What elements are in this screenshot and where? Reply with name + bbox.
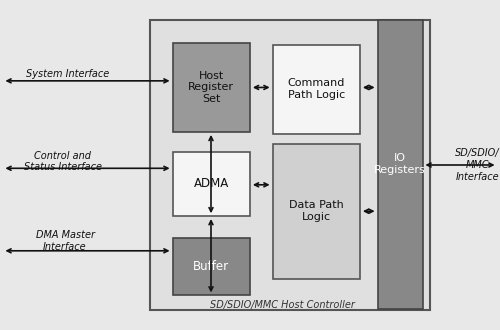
Text: Command
Path Logic: Command Path Logic	[288, 78, 345, 100]
Bar	[272, 45, 360, 134]
Text: SD/SDIO/
MMC
Interface: SD/SDIO/ MMC Interface	[455, 148, 500, 182]
Bar	[172, 238, 250, 295]
Bar	[378, 20, 422, 309]
Text: Host
Register
Set: Host Register Set	[188, 71, 234, 104]
Text: Control and
Status Interface: Control and Status Interface	[24, 151, 102, 173]
Text: IO
Registers: IO Registers	[374, 153, 426, 175]
Text: Data Path
Logic: Data Path Logic	[289, 200, 344, 222]
Bar	[272, 144, 360, 279]
Text: System Interface: System Interface	[26, 69, 109, 79]
Bar	[172, 152, 250, 216]
Text: ADMA: ADMA	[194, 178, 229, 190]
Text: SD/SDIO/MMC Host Controller: SD/SDIO/MMC Host Controller	[210, 300, 355, 310]
Text: Buffer: Buffer	[193, 260, 230, 273]
Bar	[150, 20, 430, 310]
Text: DMA Master
Interface: DMA Master Interface	[36, 230, 94, 252]
Bar	[172, 43, 250, 132]
